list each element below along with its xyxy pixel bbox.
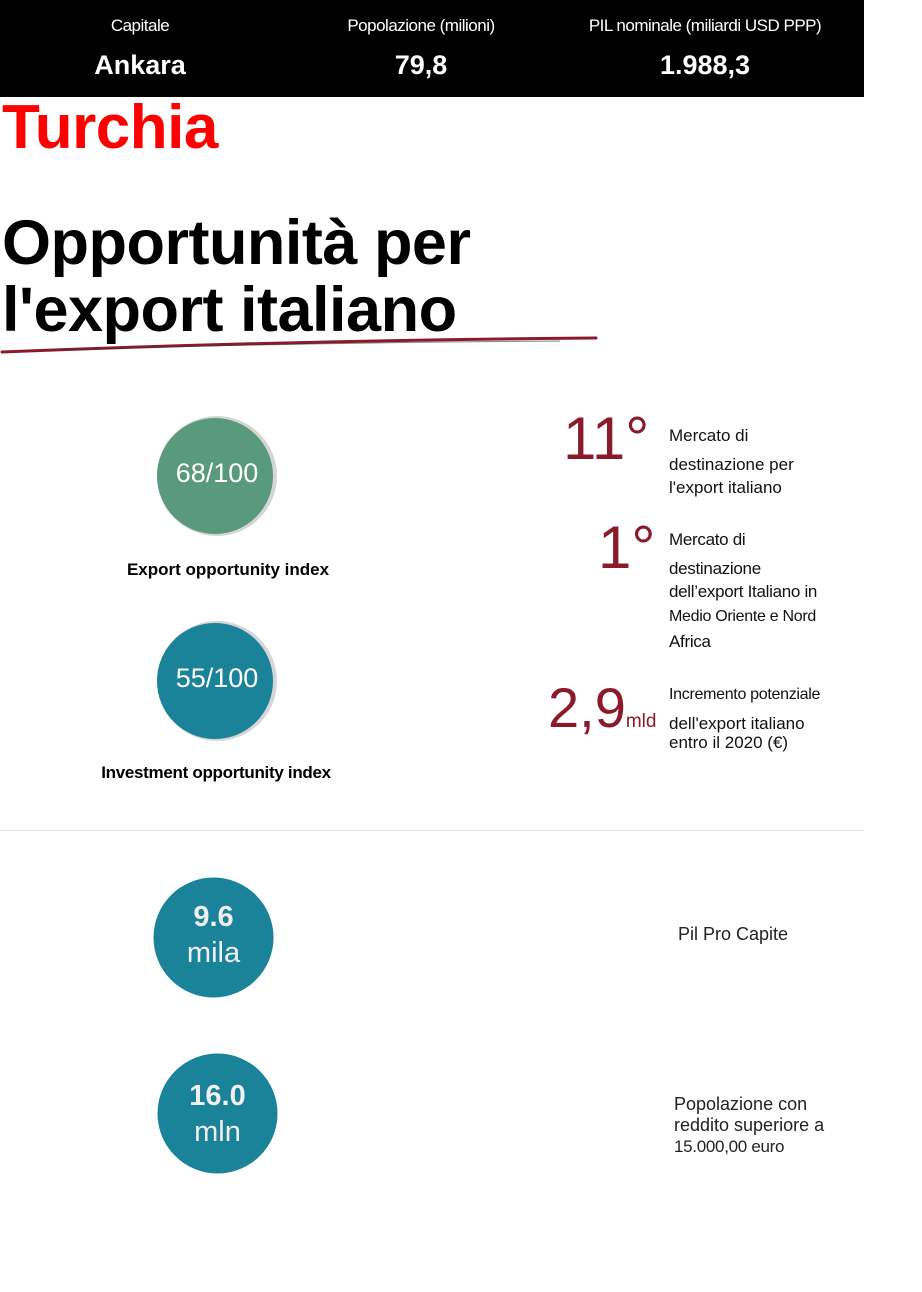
export-index-gauge: 68/100 (155, 414, 279, 538)
ranking-text-line: Mercato di (669, 426, 749, 445)
gauge-fill (157, 418, 273, 534)
headline-brush-underline (0, 336, 598, 354)
ranking-value: 2,9 (548, 676, 626, 739)
ranking-text-line: Medio Oriente e Nord (669, 608, 816, 625)
kpi-label: Pil Pro Capite (678, 924, 788, 945)
key-facts-bar: Capitale Ankara Popolazione (milioni) 79… (0, 0, 864, 97)
ranking-text-line: dell'export italiano (669, 714, 805, 733)
ranking-description: Mercato di destinazione per l'export ita… (669, 424, 794, 499)
export-index-value: 68/100 (175, 458, 259, 488)
stat-value: 1.988,3 (659, 50, 751, 80)
country-title: Turchia (2, 93, 218, 162)
ranking-number: 1° (598, 514, 656, 581)
gauge-fill (157, 623, 273, 739)
ranking-unit: mld (625, 711, 657, 732)
ranking-description: Incremento potenziale dell'export italia… (669, 683, 820, 752)
ranking-text-line: Incremento potenziale (669, 686, 821, 703)
stat-label: PIL nominale (miliardi USD PPP) (588, 16, 822, 35)
kpi-label: Popolazione con reddito superiore a 15.0… (674, 1094, 824, 1157)
stat-value: 79,8 (394, 50, 448, 80)
ranking-description: Mercato di destinazione dell’export Ital… (669, 528, 817, 653)
kpi-label-line: 15.000,00 euro (674, 1137, 785, 1156)
kpi-label-line: reddito superiore a (674, 1115, 825, 1135)
kpi-text: 9.6 mila (153, 899, 274, 971)
kpi-label-line: Pil Pro Capite (678, 924, 789, 944)
kpi-text: 16.0 mln (157, 1078, 278, 1150)
investment-index-label: Investment opportunity index (101, 763, 331, 782)
stat-label: Capitale (110, 16, 170, 35)
ranking-number: 11° (563, 405, 650, 472)
kpi-number: 9.6 (193, 901, 234, 933)
kpi-unit: mila (186, 937, 241, 969)
kpi-number: 16.0 (189, 1080, 246, 1112)
ranking-number: 2,9mld (548, 675, 656, 740)
stat-label: Popolazione (milioni) (347, 16, 495, 35)
ranking-text-line: Africa (669, 632, 711, 651)
ranking-text-line: destinazione per (669, 455, 794, 474)
export-index-label: Export opportunity index (126, 560, 330, 579)
headline-line-2: l'export italiano (2, 275, 457, 345)
investment-index-gauge: 55/100 (155, 619, 279, 743)
section-divider (0, 830, 864, 831)
ranking-text-line: dell’export Italiano in (669, 582, 818, 601)
ranking-text-line: entro il 2020 (€) (669, 733, 789, 752)
high-income-population-badge: 16.0 mln (157, 1053, 278, 1174)
headline-line-1: Opportunità per (2, 208, 471, 278)
ranking-text-line: l'export italiano (669, 478, 782, 497)
ranking-text-line: Mercato di (669, 530, 746, 549)
stat-value: Ankara (94, 50, 186, 80)
ranking-text-line: destinazione (669, 559, 761, 578)
gdp-per-capita-badge: 9.6 mila (153, 877, 274, 998)
kpi-label-line: Popolazione con (674, 1094, 808, 1114)
investment-index-value: 55/100 (175, 663, 259, 693)
kpi-unit: mln (194, 1116, 241, 1148)
page-headline: Opportunità per l'export italiano (2, 208, 471, 345)
